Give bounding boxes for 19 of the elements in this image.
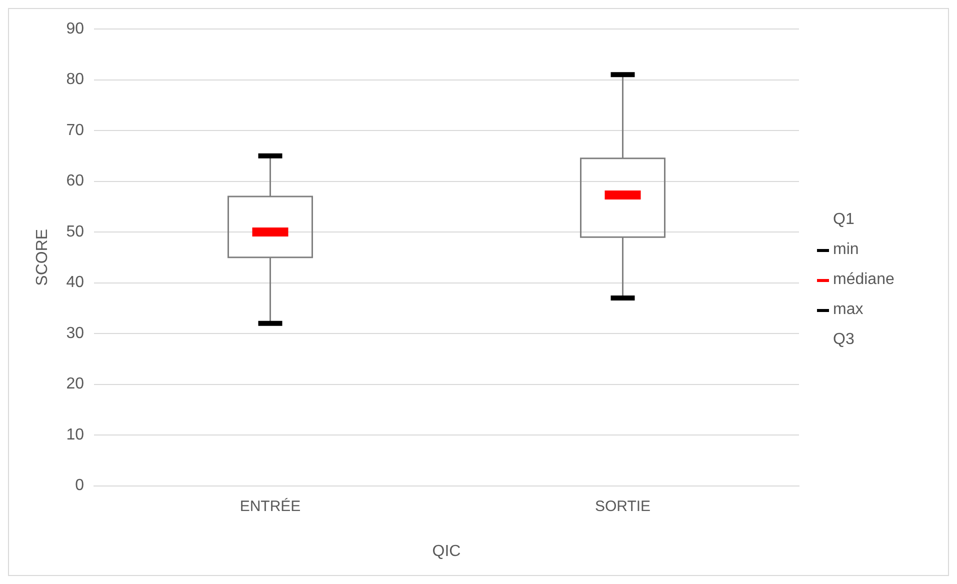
text: max xyxy=(833,301,864,319)
y-tick-label: 60 xyxy=(66,172,84,190)
text: Q3 xyxy=(833,331,854,349)
x-tick-label: ENTRÉE xyxy=(240,496,301,515)
y-tick-label: 20 xyxy=(66,376,84,393)
x-axis-title: QIC xyxy=(432,542,461,560)
text: Q1 xyxy=(833,211,854,229)
text: médiane xyxy=(833,271,894,289)
y-tick-label: 90 xyxy=(66,20,84,38)
y-tick-label: 70 xyxy=(66,122,84,139)
y-tick-label: 50 xyxy=(66,223,84,240)
y-tick-label: 30 xyxy=(66,324,84,342)
y-tick-label: 10 xyxy=(66,426,84,444)
y-tick-label: 40 xyxy=(66,274,84,292)
text: min xyxy=(833,241,859,259)
y-tick-label: 0 xyxy=(75,477,84,494)
x-tick-label: SORTIE xyxy=(594,498,651,515)
y-axis-title: SCORE xyxy=(34,228,52,286)
y-tick-label: 80 xyxy=(66,71,84,88)
